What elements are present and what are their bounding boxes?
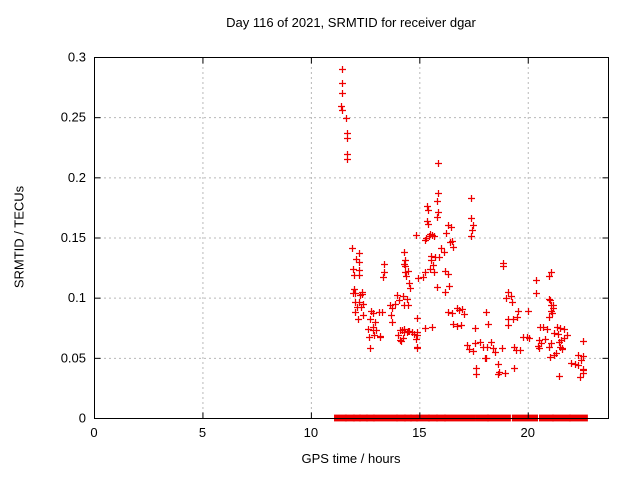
y-tick-label: 0.25 <box>61 110 86 125</box>
gridlines <box>94 57 608 418</box>
y-tick-label: 0.3 <box>68 50 86 65</box>
x-tick-label: 5 <box>199 425 206 440</box>
y-tick-label: 0.05 <box>61 350 86 365</box>
scatter-series-srmtid <box>338 66 587 381</box>
x-tick-label: 10 <box>304 425 318 440</box>
y-tick-label: 0.15 <box>61 230 86 245</box>
y-tick-label: 0.1 <box>68 290 86 305</box>
scatter-points <box>338 66 587 381</box>
x-axis-label: GPS time / hours <box>301 451 401 466</box>
chart-title: Day 116 of 2021, SRMTID for receiver dga… <box>226 15 476 30</box>
x-tick-label: 0 <box>90 425 97 440</box>
x-tick-label: 20 <box>521 425 535 440</box>
x-tick-label: 15 <box>412 425 426 440</box>
axes-frame <box>94 57 609 419</box>
tick-labels: 0 5 10 15 20 0 0.05 0.1 0.15 0.2 0.25 0.3 <box>61 50 535 441</box>
y-tick-label: 0.2 <box>68 170 86 185</box>
y-tick-label: 0 <box>79 411 86 426</box>
